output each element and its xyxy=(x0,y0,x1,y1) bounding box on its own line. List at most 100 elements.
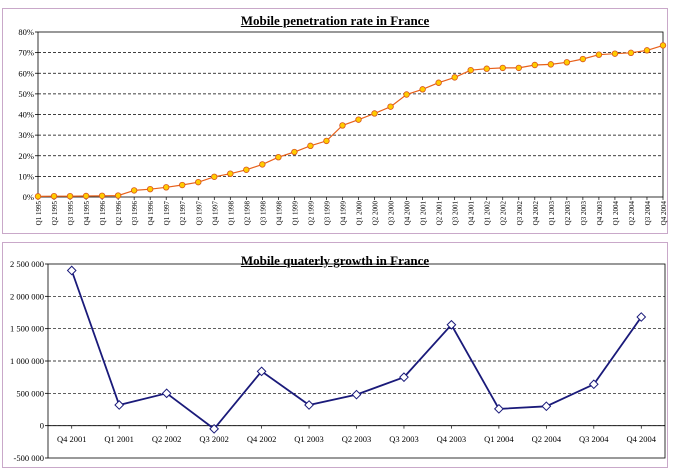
y-tick-label: -500 000 xyxy=(14,453,44,463)
y-tick-label: 80% xyxy=(18,27,34,37)
data-point xyxy=(387,103,394,110)
y-tick-label: 40% xyxy=(18,110,34,120)
x-tick-label: Q4 1998 xyxy=(275,201,283,226)
x-tick-label: Q3 1996 xyxy=(131,201,139,226)
y-tick-label: 1 000 000 xyxy=(10,356,44,366)
x-tick-label: Q1 1998 xyxy=(227,201,235,226)
x-tick-label: Q4 2002 xyxy=(247,434,277,444)
y-tick-label: 2 500 000 xyxy=(10,259,44,269)
data-point xyxy=(307,142,314,150)
data-point xyxy=(66,265,77,276)
x-tick-label: Q1 2000 xyxy=(356,201,364,226)
data-point xyxy=(467,66,474,74)
data-point xyxy=(161,388,172,399)
data-point xyxy=(419,86,426,93)
y-tick-label: 0 xyxy=(40,421,44,431)
y-tick-label: 50% xyxy=(18,89,34,99)
y-tick-label: 30% xyxy=(18,130,34,140)
x-tick-label: Q2 1998 xyxy=(243,201,251,226)
data-point xyxy=(259,161,266,168)
data-point xyxy=(146,185,154,193)
x-tick-label: Q2 1996 xyxy=(115,201,123,226)
x-tick-label: Q4 1995 xyxy=(83,201,91,226)
data-point xyxy=(195,178,202,186)
data-point xyxy=(541,401,552,412)
data-point xyxy=(643,47,651,54)
data-point xyxy=(339,122,346,129)
growth-chart: Mobile quaterly growth in France -500 00… xyxy=(2,242,668,468)
x-tick-label: Q4 2000 xyxy=(404,201,412,226)
data-point xyxy=(493,403,504,414)
x-tick-label: Q4 2004 xyxy=(660,201,668,226)
x-tick-label: Q2 1995 xyxy=(51,201,59,226)
y-tick-label: 2 000 000 xyxy=(10,291,44,301)
x-tick-label: Q2 2003 xyxy=(564,201,572,226)
data-point xyxy=(130,187,138,194)
data-point xyxy=(451,74,458,81)
x-tick-label: Q2 2000 xyxy=(372,201,380,226)
data-point xyxy=(209,423,220,434)
data-point xyxy=(50,192,58,200)
data-point xyxy=(595,51,603,58)
y-tick-label: 10% xyxy=(18,171,34,181)
x-tick-label: Q4 2001 xyxy=(57,434,87,444)
data-point xyxy=(579,55,587,63)
x-tick-label: Q4 2003 xyxy=(596,201,604,226)
data-point xyxy=(399,372,409,383)
data-point xyxy=(627,49,635,57)
x-tick-label: Q2 2004 xyxy=(532,434,562,444)
x-tick-label: Q1 2002 xyxy=(484,201,492,226)
data-point xyxy=(547,61,555,68)
x-tick-label: Q1 1997 xyxy=(163,201,171,226)
data-point xyxy=(211,173,218,180)
x-tick-label: Q2 1997 xyxy=(179,201,187,226)
x-tick-label: Q1 2004 xyxy=(612,201,620,226)
x-tick-label: Q3 2004 xyxy=(644,201,652,226)
growth-chart-plot: -500 000 0 500 000 1 000 000 1 500 000 2 000 … xyxy=(10,259,666,463)
x-tick-label: Q1 1999 xyxy=(291,201,299,226)
data-point xyxy=(243,166,250,173)
x-tick-label: Q2 1999 xyxy=(307,201,315,226)
data-point xyxy=(435,79,442,86)
x-tick-label: Q3 1998 xyxy=(259,201,267,226)
data-point xyxy=(446,319,457,330)
data-point xyxy=(82,192,90,200)
y-tick-label: 1 500 000 xyxy=(10,324,44,334)
y-tick-label: 60% xyxy=(18,68,34,78)
penetration-chart: Mobile penetration rate in France 0% 10% 2… xyxy=(2,8,668,234)
data-point xyxy=(114,400,125,410)
series-line xyxy=(37,44,664,197)
x-tick-label: Q3 2001 xyxy=(452,201,460,226)
x-tick-label: Q2 2004 xyxy=(628,201,636,226)
data-point xyxy=(515,64,522,72)
chart-title: Mobile penetration rate in France xyxy=(240,13,430,28)
x-tick-label: Q3 2002 xyxy=(516,201,524,226)
data-point xyxy=(636,312,647,322)
x-tick-label: Q4 2002 xyxy=(532,201,540,226)
x-tick-label: Q2 2002 xyxy=(152,434,182,444)
x-tick-label: Q3 2004 xyxy=(579,434,609,444)
x-tick-label: Q4 2001 xyxy=(468,201,476,226)
data-point xyxy=(499,64,506,72)
data-point xyxy=(483,65,490,72)
data-point xyxy=(256,366,267,377)
data-point xyxy=(588,379,599,390)
data-point xyxy=(659,42,667,49)
x-tick-label: Q1 2003 xyxy=(548,201,556,226)
data-point xyxy=(355,116,362,123)
y-tick-label: 500 000 xyxy=(16,388,44,398)
x-tick-label: Q3 2002 xyxy=(199,434,229,444)
data-point xyxy=(403,91,410,98)
data-point xyxy=(563,59,571,66)
x-tick-label: Q3 2003 xyxy=(389,434,419,444)
x-tick-label: Q3 2003 xyxy=(580,201,588,226)
x-tick-label: Q4 2004 xyxy=(627,434,657,444)
y-tick-label: 0% xyxy=(23,192,34,202)
x-tick-label: Q4 1997 xyxy=(211,201,219,226)
x-tick-label: Q4 1999 xyxy=(339,201,347,226)
x-tick-label: Q4 1996 xyxy=(147,201,155,226)
data-point xyxy=(611,50,619,57)
data-point xyxy=(98,192,106,199)
data-point xyxy=(323,137,330,145)
x-tick-label: Q3 1999 xyxy=(323,201,331,226)
